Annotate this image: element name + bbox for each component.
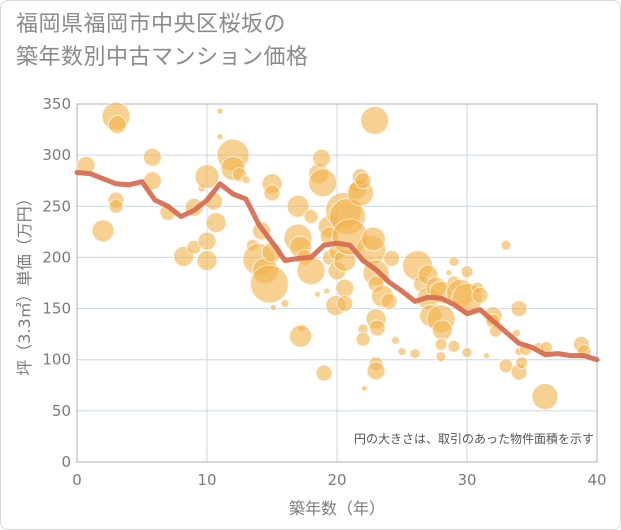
bubble-point	[391, 335, 400, 345]
bubble-point	[107, 114, 127, 134]
x-tick-label: 30	[457, 471, 476, 489]
bubble-point	[286, 194, 310, 218]
bubble-point	[269, 304, 277, 312]
bubble-point	[360, 226, 386, 252]
bubble-point	[498, 358, 514, 374]
bubble-point	[460, 265, 474, 279]
bubble-point	[205, 212, 227, 234]
bubble-point	[249, 264, 289, 304]
bubble-point	[323, 287, 331, 295]
bubble-point	[360, 384, 368, 392]
bubble-point	[142, 147, 162, 167]
chart-title: 福岡県福岡市中央区桜坂の 築年数別中古マンション価格	[16, 8, 309, 74]
y-tick-label: 300	[42, 146, 71, 164]
bubble-point	[397, 347, 407, 357]
title-line-2: 築年数別中古マンション価格	[16, 45, 309, 70]
y-tick-label: 0	[61, 453, 71, 471]
plot-area	[76, 103, 598, 463]
bubble-point	[314, 290, 321, 298]
bubble-point	[296, 256, 326, 286]
bubble-point	[435, 351, 447, 363]
bubble-point	[196, 249, 218, 271]
bubble-point	[315, 364, 333, 382]
bubble-point	[216, 133, 224, 141]
y-tick-label: 200	[42, 248, 71, 266]
x-tick-label: 0	[72, 471, 82, 489]
bubble-point	[355, 331, 371, 347]
y-axis-label: 坪（3.3㎡）単価（万円）	[15, 190, 34, 375]
y-tick-label: 350	[42, 95, 71, 113]
bubble-point	[515, 356, 529, 370]
bubble-point	[448, 256, 460, 268]
bubble-point	[531, 383, 559, 411]
x-tick-labels: 0 10 20 30 40	[72, 471, 606, 489]
x-tick-label: 10	[197, 471, 216, 489]
y-tick-label: 150	[42, 300, 71, 318]
bubble-point	[461, 347, 473, 359]
bubble-point	[216, 107, 224, 115]
bubble-point	[471, 286, 489, 304]
bubble-point	[431, 319, 453, 341]
bubble-point	[447, 339, 461, 353]
bubble-point	[263, 184, 281, 202]
bubble-point	[280, 298, 290, 308]
x-tick-label: 20	[327, 471, 346, 489]
bubble-point	[483, 352, 490, 360]
bubble-point	[409, 348, 421, 360]
y-tick-label: 50	[52, 402, 71, 420]
bubble-point	[197, 231, 217, 251]
y-tick-label: 250	[42, 197, 71, 215]
bubble-point	[510, 300, 528, 318]
bubble-size-note: 円の大きさは、取引のあった物件面積を示す	[354, 431, 594, 446]
bubble-point	[311, 148, 331, 168]
bubble-point	[108, 198, 124, 214]
bubble-point	[434, 337, 448, 351]
title-line-1: 福岡県福岡市中央区桜坂の	[16, 12, 287, 37]
bubble-point	[380, 292, 398, 310]
bubble-point	[360, 105, 390, 135]
bubble-point	[354, 172, 372, 190]
bubble-point	[500, 239, 512, 251]
bubble-point	[383, 249, 401, 267]
bubble-point	[366, 361, 386, 381]
bubble-point	[289, 324, 313, 348]
y-tick-labels: 0 50 100 150 200 250 300 350	[42, 95, 71, 471]
bubble-point	[91, 219, 115, 243]
bubble-point	[308, 168, 338, 198]
x-tick-label: 40	[587, 471, 606, 489]
bubble-point	[336, 294, 354, 312]
bubble-point	[303, 209, 319, 225]
bubble-point	[511, 328, 521, 338]
x-axis-label: 築年数（年）	[289, 499, 385, 518]
trend-line	[74, 170, 600, 363]
bubble-series	[76, 101, 592, 411]
bubble-point	[335, 278, 355, 298]
bubble-point	[445, 269, 453, 277]
bubble-point	[241, 175, 251, 185]
y-tick-label: 100	[42, 351, 71, 369]
bubble-point	[368, 319, 386, 337]
bubble-point	[194, 164, 220, 190]
